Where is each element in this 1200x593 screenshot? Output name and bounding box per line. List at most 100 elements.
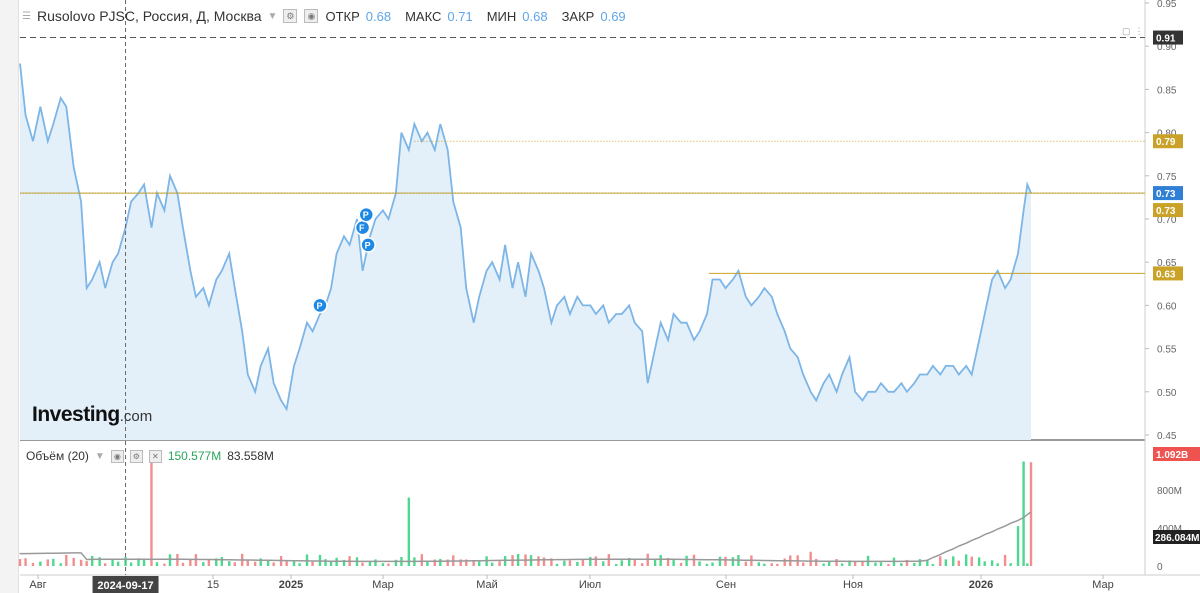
volume-bar <box>420 554 424 566</box>
close-icon[interactable]: ✕ <box>148 449 162 463</box>
crosshair-date-label: 2024-09-17 <box>97 580 153 592</box>
volume-bar <box>407 497 411 566</box>
collapse-icon[interactable]: ☰ <box>22 10 31 22</box>
volume-bar <box>85 561 88 566</box>
volume-bar <box>79 559 83 566</box>
volume-bar <box>537 556 540 566</box>
volume-bar <box>111 558 114 566</box>
logo-suffix: .com <box>119 408 153 425</box>
level-tag <box>1153 186 1183 201</box>
volume-bar <box>550 558 553 566</box>
volume-bar <box>672 559 675 566</box>
volume-bar <box>59 563 62 566</box>
volume-ma-tag-label: 286.084M <box>1155 533 1199 544</box>
volume-bar <box>39 561 42 566</box>
volume-bar <box>835 558 838 566</box>
level-tag <box>1153 203 1183 218</box>
volume-bar <box>202 562 205 566</box>
y-tick-label: 0.70 <box>1157 215 1177 226</box>
event-marker-label: P <box>316 301 322 311</box>
volume-bar <box>478 561 481 566</box>
volume-bar <box>640 563 644 566</box>
volume-bar <box>718 556 722 566</box>
volume-bar <box>776 563 779 566</box>
volume-bar <box>633 559 636 566</box>
volume-bar <box>116 561 120 566</box>
volume-bar <box>342 559 346 566</box>
settings-icon[interactable]: ⚙ <box>283 9 298 23</box>
volume-bar <box>563 560 566 566</box>
volume-bar <box>394 559 398 566</box>
y-tick-label: 0.45 <box>1157 431 1177 442</box>
volume-bar <box>568 560 572 566</box>
pane-menu-icon[interactable]: ⋮ <box>1134 26 1144 36</box>
x-tick-label: 2025 <box>279 579 303 591</box>
maximize-icon[interactable]: ▢ <box>1122 26 1131 36</box>
y-tick-label: 0.60 <box>1157 301 1177 312</box>
volume-bar <box>822 563 825 566</box>
volume-bar <box>285 560 288 566</box>
volume-bar <box>996 563 999 566</box>
volume-bar <box>18 558 22 566</box>
volume-bar <box>705 563 709 566</box>
event-marker-label: F <box>359 223 365 233</box>
volume-bar <box>977 557 981 566</box>
chevron-down-icon[interactable]: ▼ <box>94 450 105 462</box>
volume-bar <box>589 556 592 566</box>
x-tick-label: 2026 <box>969 579 993 591</box>
price-line <box>19 63 1032 412</box>
volume-bar <box>970 556 973 566</box>
x-tick-label: Авг <box>29 579 46 591</box>
volume-bar <box>952 556 955 566</box>
y-tick-label: 0.75 <box>1157 172 1177 183</box>
volume-bar <box>215 558 218 566</box>
high-label: МАКС <box>405 8 442 24</box>
volume-bar <box>228 561 231 566</box>
event-marker <box>312 297 328 314</box>
volume-bar <box>439 558 442 566</box>
volume-bar <box>809 551 812 566</box>
left-toolbar <box>0 0 19 593</box>
volume-bar <box>653 559 657 566</box>
volume-bar <box>1029 462 1033 566</box>
low-value: 0.68 <box>522 8 548 24</box>
volume-bar <box>744 561 748 566</box>
volume-bar <box>802 562 805 566</box>
volume-bar <box>137 558 140 566</box>
volume-bar <box>879 562 883 566</box>
x-tick-label: Мар <box>372 579 394 591</box>
y-tick-label: 0.95 <box>1157 0 1177 10</box>
volume-bar <box>381 563 385 566</box>
eye-icon[interactable]: ◉ <box>304 9 319 23</box>
volume-bar <box>931 564 935 566</box>
close-label: ЗАКР <box>561 8 595 24</box>
volume-bar <box>840 563 844 566</box>
volume-bar <box>900 563 903 566</box>
level-tag <box>1153 266 1183 281</box>
level-tag-label: 0.91 <box>1156 34 1176 45</box>
volume-bar <box>905 559 909 566</box>
chevron-down-icon[interactable]: ▼ <box>267 10 278 22</box>
volume-bar <box>983 561 986 566</box>
level-tag-label: 0.73 <box>1156 206 1176 217</box>
instrument-title[interactable]: Rusolovo PJSC, Россия, Д, Москва <box>36 8 262 24</box>
open-label: ОТКР <box>325 8 360 24</box>
eye-icon[interactable]: ◉ <box>110 449 124 463</box>
settings-icon[interactable]: ⚙ <box>129 449 143 463</box>
volume-value-1: 150.577M <box>167 449 222 463</box>
volume-bar <box>957 560 960 566</box>
volume-bar <box>155 562 159 566</box>
volume-bar <box>181 562 185 566</box>
price-area <box>19 63 1032 440</box>
y-tick-label: 0.65 <box>1157 258 1177 269</box>
volume-label[interactable]: Объём (20) <box>26 449 89 463</box>
volume-bar <box>770 563 773 566</box>
volume-bar <box>1016 526 1020 566</box>
volume-bar <box>91 555 94 566</box>
volume-bar <box>939 556 942 566</box>
volume-bar <box>24 558 27 566</box>
volume-bar <box>124 557 127 566</box>
volume-bar <box>1022 461 1025 566</box>
volume-bar <box>142 559 146 566</box>
